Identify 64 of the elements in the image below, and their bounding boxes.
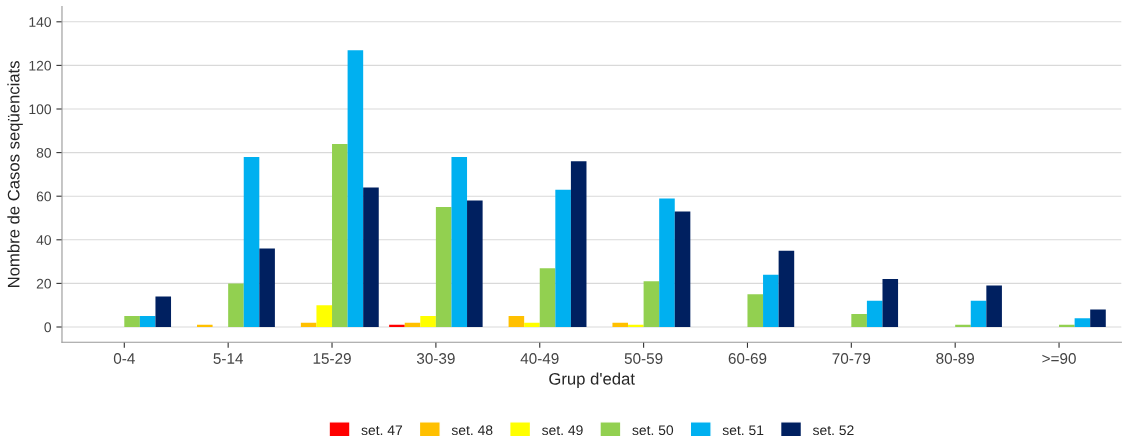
bar xyxy=(539,268,556,327)
x-tick-label: 0-4 xyxy=(113,353,135,364)
bar xyxy=(1074,318,1091,327)
bar xyxy=(389,324,405,327)
y-tick-label: 0 xyxy=(44,322,52,333)
bar xyxy=(986,285,1002,327)
y-tick-label: 40 xyxy=(36,235,52,245)
x-tick-label: 80-89 xyxy=(936,353,974,364)
bar xyxy=(155,296,172,327)
bar xyxy=(643,281,660,327)
x-tick-label: >=90 xyxy=(1042,353,1076,364)
legend-label: set. 52 xyxy=(812,425,854,436)
bar xyxy=(1059,324,1075,327)
x-tick-label: 5-14 xyxy=(213,353,244,364)
legend-label: set. 49 xyxy=(542,425,583,436)
bar xyxy=(570,161,587,327)
x-tick-label: 40-49 xyxy=(520,353,559,364)
x-axis-title: Grup d'edat xyxy=(549,372,635,389)
bar xyxy=(524,322,540,327)
x-tick-label: 50-59 xyxy=(624,353,663,364)
y-tick-label: 120 xyxy=(29,60,52,71)
bar xyxy=(243,156,260,327)
bar xyxy=(612,322,629,327)
y-axis-title: Nombre de Casos seqüenciats xyxy=(7,61,23,287)
legend-label: set. 48 xyxy=(451,425,493,436)
bar xyxy=(763,274,779,327)
bar xyxy=(882,279,899,327)
bar xyxy=(555,189,571,327)
y-tick-label: 140 xyxy=(29,17,52,27)
bar xyxy=(970,300,987,327)
bar xyxy=(228,283,244,327)
bar xyxy=(1090,309,1106,327)
bar xyxy=(508,316,525,327)
bar xyxy=(316,305,333,327)
y-tick-label: 60 xyxy=(36,191,52,202)
legend-label: set. 50 xyxy=(632,425,674,436)
bar xyxy=(332,143,348,327)
bar xyxy=(851,313,867,327)
legend-label: set. 47 xyxy=(361,425,403,436)
bar xyxy=(866,300,883,327)
bar xyxy=(259,248,275,327)
bar xyxy=(778,250,795,327)
x-tick-label: 70-79 xyxy=(832,353,871,364)
x-tick-label: 60-69 xyxy=(728,353,767,364)
bar xyxy=(435,207,452,327)
y-tick-label: 80 xyxy=(36,147,52,158)
bar xyxy=(451,156,468,327)
x-tick-label: 15-29 xyxy=(313,353,351,364)
bar xyxy=(139,316,156,327)
bar xyxy=(197,324,213,327)
bar xyxy=(747,294,764,327)
y-tick-label: 100 xyxy=(29,104,52,115)
bar xyxy=(628,324,644,327)
bar xyxy=(955,324,971,327)
bar xyxy=(124,316,140,327)
legend-label: set. 51 xyxy=(722,425,764,436)
bar xyxy=(659,198,675,327)
bar xyxy=(420,316,436,327)
y-tick-label: 20 xyxy=(36,278,52,289)
bar xyxy=(363,187,379,327)
bar xyxy=(347,50,364,327)
bar xyxy=(674,211,691,327)
bar xyxy=(467,200,483,327)
x-tick-label: 30-39 xyxy=(416,353,455,364)
